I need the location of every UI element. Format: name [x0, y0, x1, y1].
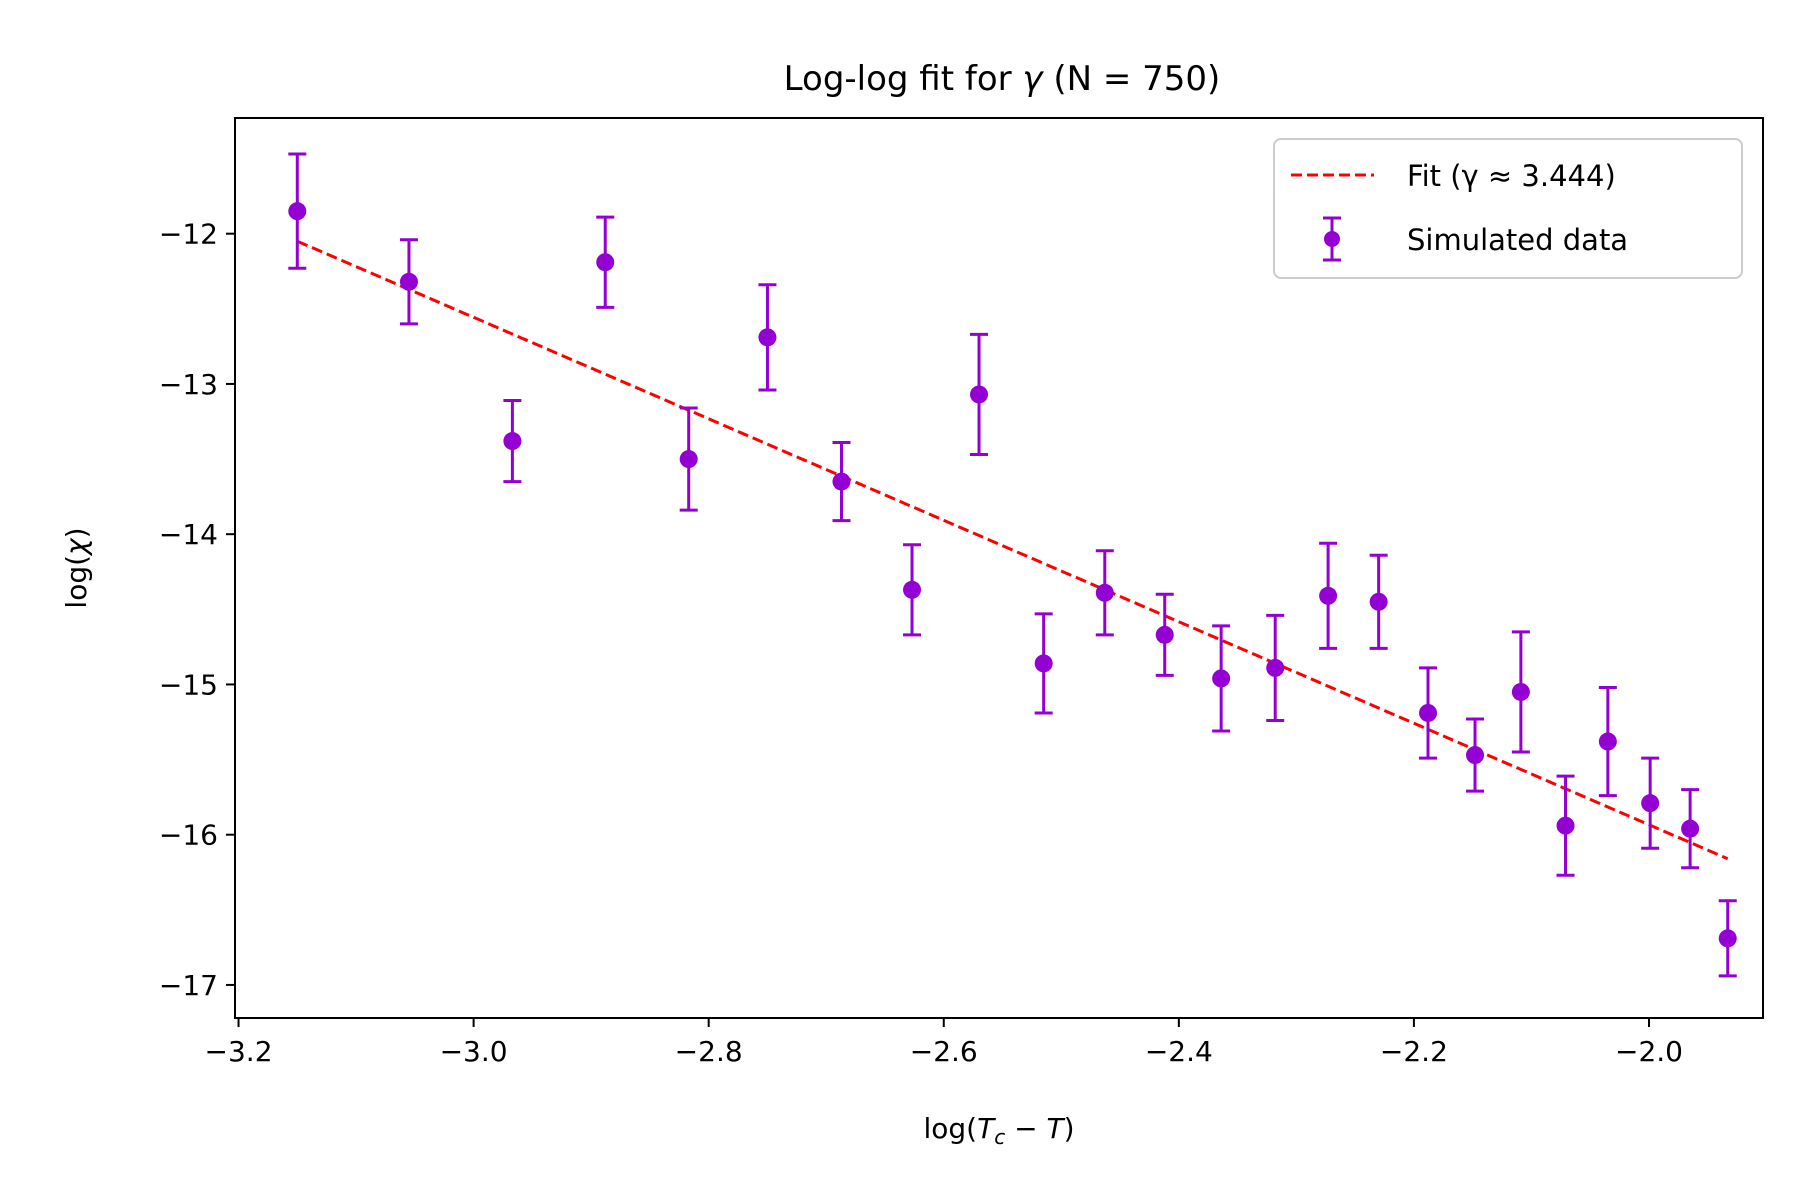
data-point — [758, 283, 777, 392]
x-tick-label: −2.4 — [1145, 1035, 1213, 1068]
x-axis-label: log(Tc − T) — [923, 1112, 1074, 1149]
data-marker — [1466, 746, 1485, 765]
data-marker — [1266, 658, 1285, 677]
data-marker — [1556, 816, 1575, 835]
legend-frame — [1273, 138, 1743, 279]
data-point — [1369, 553, 1388, 650]
data-point — [1419, 666, 1438, 760]
data-marker — [970, 385, 989, 404]
chart-title: Log-log fit for γ (N = 750) — [784, 59, 1221, 99]
data-point — [1556, 774, 1575, 877]
data-marker — [758, 328, 777, 347]
data-point — [399, 238, 418, 326]
legend: Fit (γ ≈ 3.444) Simulated data — [1273, 138, 1743, 279]
x-axis: −3.2 −3.0 −2.8 −2.6 −2.4 −2.2 −2.0 — [205, 1018, 1683, 1068]
x-tick-label: −2.0 — [1615, 1035, 1683, 1068]
y-tick-label: −12 — [159, 218, 218, 251]
data-marker — [1598, 732, 1617, 751]
x-tick-label: −3.0 — [440, 1035, 508, 1068]
data-point — [832, 441, 851, 523]
data-point — [1095, 549, 1114, 637]
data-marker — [832, 472, 851, 491]
data-point — [1266, 613, 1285, 723]
data-marker — [1034, 654, 1053, 673]
data-marker — [903, 580, 922, 599]
data-marker — [679, 450, 698, 469]
y-tick-label: −13 — [159, 368, 218, 401]
legend-fit-label: Fit (γ ≈ 3.444) — [1407, 159, 1616, 193]
data-point — [1319, 541, 1338, 650]
data-point — [903, 543, 922, 637]
data-point — [1718, 899, 1737, 978]
data-point — [679, 406, 698, 512]
data-marker — [596, 253, 615, 272]
data-marker — [1319, 586, 1338, 605]
y-axis: −17 −16 −15 −14 −13 −12 — [159, 218, 235, 1002]
x-tick-label: −2.8 — [675, 1035, 743, 1068]
data-point — [1155, 592, 1174, 677]
y-tick-label: −15 — [159, 668, 218, 701]
data-marker — [1419, 703, 1438, 722]
data-marker — [1155, 625, 1174, 644]
data-marker — [1681, 819, 1700, 838]
data-point — [970, 332, 989, 457]
x-tick-label: −2.2 — [1380, 1035, 1448, 1068]
x-tick-label: −3.2 — [205, 1035, 273, 1068]
y-tick-label: −14 — [159, 518, 218, 551]
data-point — [1466, 717, 1485, 793]
y-axis-label: log(χ) — [60, 527, 93, 608]
data-point — [1598, 685, 1617, 798]
data-marker — [1095, 583, 1114, 602]
fit-line — [296, 239, 1729, 861]
data-point — [596, 215, 615, 309]
data-point — [1641, 756, 1660, 850]
axes-frame — [234, 117, 1764, 1019]
data-marker — [1369, 592, 1388, 611]
data-point — [1511, 630, 1530, 754]
x-tick-label: −2.6 — [910, 1035, 978, 1068]
y-tick-label: −16 — [159, 819, 218, 852]
legend-data-swatch — [1323, 216, 1341, 262]
data-point — [288, 152, 307, 270]
data-point — [1681, 788, 1700, 870]
data-point — [1212, 624, 1231, 733]
data-point — [1034, 612, 1053, 715]
y-tick-label: −17 — [159, 969, 218, 1002]
legend-data-label: Simulated data — [1407, 223, 1628, 257]
data-marker — [288, 202, 307, 221]
data-marker — [503, 432, 522, 451]
data-marker — [1641, 794, 1660, 813]
data-marker — [399, 272, 418, 291]
data-point — [503, 398, 522, 484]
plot-area — [288, 152, 1737, 978]
data-marker — [1212, 669, 1231, 688]
data-marker — [1718, 929, 1737, 948]
data-marker — [1511, 682, 1530, 701]
